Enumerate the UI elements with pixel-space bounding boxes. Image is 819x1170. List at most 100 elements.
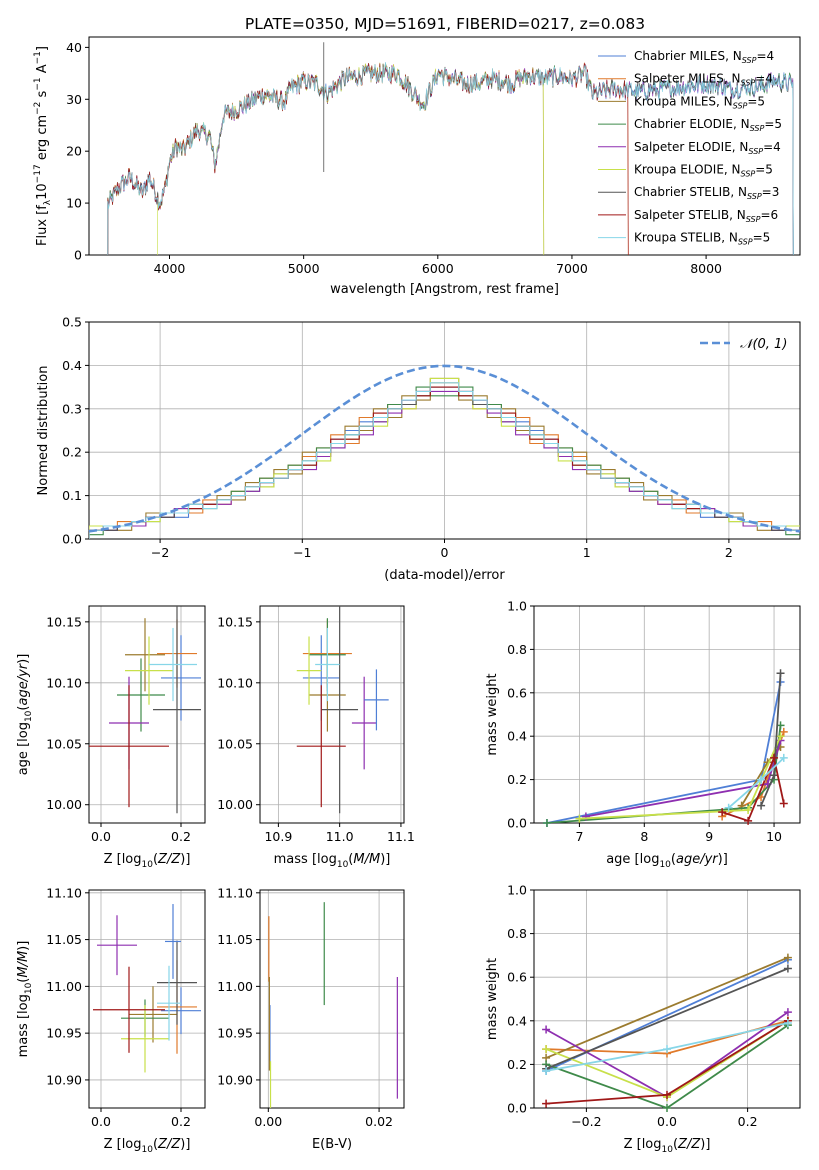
spectrum-ytick-label-1: 10	[66, 196, 82, 211]
weight_vs_age-marker-8-1	[757, 775, 766, 784]
residuals-xtick-label-0: −2	[151, 545, 169, 560]
spectrum-series-2	[107, 63, 545, 255]
weight_vs_age-ytick-label-1: 0.2	[507, 772, 527, 787]
weight_vs_Z-marker-3-1	[663, 1104, 671, 1112]
weight_vs_age-marker-3-0	[542, 819, 551, 827]
weight_vs_Z-marker-2-1	[783, 953, 792, 962]
weight_vs_Z-series-2	[545, 956, 789, 1059]
mass_vs_Z-ytick-label-4: 11.10	[46, 885, 82, 900]
spectrum-ytick-label-3: 30	[66, 92, 82, 107]
weight_vs_Z-series-3	[545, 1024, 789, 1108]
residuals-histogram-4	[89, 390, 800, 539]
residuals-xlabel: (data-model)/error	[384, 568, 505, 583]
weight_vs_Z-marker-4-0	[542, 1025, 551, 1034]
residuals-ytick-label-3: 0.3	[62, 401, 82, 416]
spectrum-ytick-label-0: 0	[74, 248, 82, 263]
residuals-ytick-label-5: 0.5	[62, 315, 82, 330]
weight_vs_Z-marker-4-2	[783, 1008, 792, 1017]
residuals-xtick-label-3: 1	[583, 545, 591, 560]
figure-title: PLATE=0350, MJD=51691, FIBERID=0217, z=0…	[245, 15, 645, 33]
weight_vs_Z-marker-8-1	[663, 1045, 671, 1054]
spectrum-ytick-label-2: 20	[66, 144, 82, 159]
spectrum-legend-label-5: Kroupa ELODIE, NSSP=5	[634, 163, 773, 179]
mass_vs_Z-ytick-label-3: 11.05	[46, 932, 82, 947]
spectrum-legend-label-3: Chabrier ELODIE, NSSP=5	[634, 117, 782, 133]
mass-vs-ebv-xlabel: E(B-V)	[312, 1137, 352, 1152]
spectrum-xtick-label-3: 7000	[556, 261, 588, 276]
age_vs_Z-ytick-label-3: 10.15	[46, 614, 82, 629]
weight_vs_age-marker-8-0	[724, 803, 733, 812]
weight_vs_age-marker-8-2	[779, 753, 788, 762]
spectrum-xtick-label-0: 4000	[154, 261, 186, 276]
spectrum-legend-label-7: Salpeter STELIB, NSSP=6	[634, 208, 778, 224]
weight_vs_Z-series-6	[545, 967, 789, 1070]
mass_vs_EBV-ytick-label-4: 11.10	[217, 885, 253, 900]
weight_vs_Z-marker-8-2	[783, 1018, 792, 1027]
residuals-xtick-label-2: 0	[441, 545, 449, 560]
weight-vs-age-xlabel: age [log10(age/yr)]	[606, 852, 728, 870]
mass_vs_EBV-ytick-label-1: 10.95	[217, 1026, 253, 1041]
spectrum-series-8	[107, 62, 794, 255]
mass_vs_EBV-frame	[259, 889, 405, 1109]
weight_vs_age-marker-7-0	[718, 808, 727, 817]
age_vs_Z-ytick-label-0: 10.00	[46, 797, 82, 812]
spectrum-legend-label-4: Salpeter ELODIE, NSSP=4	[634, 140, 781, 156]
residuals-xtick-label-1: −1	[293, 545, 311, 560]
mass_vs_Z-ytick-label-2: 11.00	[46, 979, 82, 994]
residuals-ytick-label-4: 0.4	[62, 358, 82, 373]
weight_vs_age-xtick-label-0: 7	[575, 829, 583, 844]
mass_vs_Z-ytick-label-1: 10.95	[46, 1026, 82, 1041]
age_vs_Z-ytick-label-1: 10.05	[46, 736, 82, 751]
weight_vs_age-xtick-label-3: 10	[766, 829, 782, 844]
weight_vs_Z-marker-7-0	[542, 1099, 551, 1108]
spectrum-ylabel: Flux [fλ10−17 erg cm−2 s−1 A−1]	[33, 46, 53, 246]
weight_vs_age-series-5	[579, 735, 782, 820]
age-vs-z-xlabel: Z [log10(Z/Z)]	[104, 852, 191, 870]
mass_vs_EBV-ytick-label-2: 11.00	[217, 979, 253, 994]
age_vs_Z-xtick-label-1: 0.2	[171, 829, 191, 844]
spectrum-series-4	[107, 63, 794, 255]
spectrum-series-7	[107, 62, 629, 255]
residuals-legend-label: 𝒩(0, 1)	[740, 337, 787, 352]
weight_vs_Z-ytick-label-5: 1.0	[507, 883, 527, 898]
spectrum-xlabel: wavelength [Angstrom, rest frame]	[330, 282, 559, 297]
spectrum-xtick-label-4: 8000	[690, 261, 722, 276]
mass_vs_EBV-ytick-label-3: 11.05	[217, 932, 253, 947]
mass_vs_Z-xtick-label-1: 0.2	[171, 1114, 191, 1129]
weight_vs_age-marker-5-0	[575, 814, 584, 823]
age_vs_mass-ytick-label-0: 10.00	[217, 797, 253, 812]
residuals-ytick-label-2: 0.2	[62, 445, 82, 460]
age_vs_mass-ytick-label-1: 10.05	[217, 736, 253, 751]
residuals-xtick-label-4: 2	[725, 545, 733, 560]
weight_vs_age-ytick-label-2: 0.4	[507, 729, 527, 744]
mass-vs-z-xlabel: Z [log10(Z/Z)]	[104, 1137, 191, 1155]
residuals-ylabel: Normed distribution	[36, 366, 51, 496]
age_vs_Z-frame	[88, 605, 206, 824]
age_vs_mass-frame	[259, 605, 405, 824]
residuals-histogram-8	[89, 382, 800, 539]
age_vs_mass-xtick-label-0: 10.9	[264, 829, 292, 844]
weight-vs-z-xlabel: Z [log10(Z/Z)]	[624, 1137, 711, 1155]
residuals-ytick-label-0: 0.0	[62, 532, 82, 547]
weight_vs_age-xtick-label-2: 9	[705, 829, 713, 844]
weight_vs_Z-marker-7-1	[663, 1090, 671, 1099]
weight_vs_Z-ytick-label-1: 0.2	[507, 1057, 527, 1072]
spectrum-xtick-label-1: 5000	[288, 261, 320, 276]
age_vs_mass-xtick-label-2: 11.1	[387, 829, 415, 844]
spectrum-xtick-label-2: 6000	[422, 261, 454, 276]
weight_vs_age-xtick-label-1: 8	[640, 829, 648, 844]
residuals-normal-curve	[88, 364, 801, 533]
weight_vs_Z-ytick-label-4: 0.8	[507, 926, 527, 941]
weight_vs_age-marker-6-2	[776, 669, 785, 678]
weight_vs_age-frame	[533, 605, 801, 824]
weight_vs_Z-xtick-label-0: −0.2	[571, 1114, 601, 1129]
weight_vs_age-ytick-label-3: 0.6	[507, 685, 527, 700]
age-vs-mass-xlabel: mass [log10(M/M)]	[274, 852, 391, 870]
weight_vs_age-ytick-label-0: 0.0	[507, 816, 527, 831]
residuals-ytick-label-1: 0.1	[62, 488, 82, 503]
spectrum-legend-label-2: Kroupa MILES, NSSP=5	[634, 94, 765, 110]
weight_vs_Z-marker-5-0	[542, 1045, 551, 1054]
weight_vs_Z-ytick-label-3: 0.6	[507, 970, 527, 985]
spectrum-legend-label-0: Chabrier MILES, NSSP=4	[634, 49, 774, 65]
